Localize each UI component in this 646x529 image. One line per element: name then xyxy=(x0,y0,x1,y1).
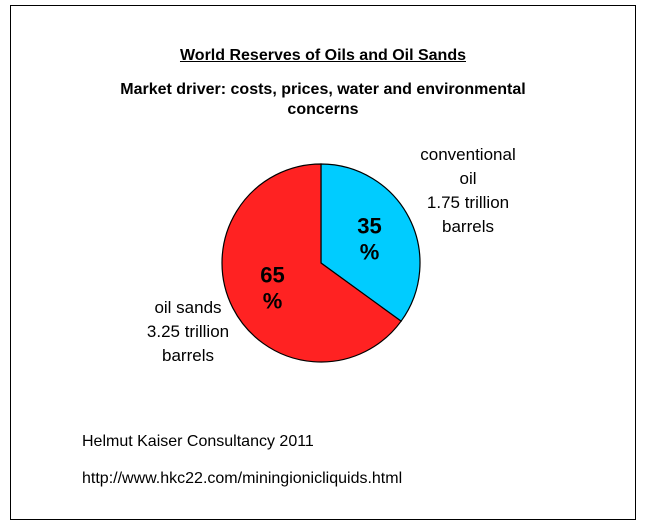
percent-label-oil-sands: 65% xyxy=(260,263,284,314)
chart-subtitle: Market driver: costs, prices, water and … xyxy=(120,81,526,118)
callout-conventional-oil: conventional oil 1.75 trillion barrels xyxy=(420,145,516,236)
percent-label-conventional-oil: 35% xyxy=(357,213,381,264)
pie-slice-oil-sands xyxy=(221,163,402,363)
footer-url: http://www.hkc22.com/miningionicliquids.… xyxy=(82,470,403,487)
callout-oil-sands: oil sands 3.25 trillion barrels xyxy=(146,298,230,365)
pie-slice-conventional-oil xyxy=(320,163,421,323)
footer-credit: Helmut Kaiser Consultancy 2011 xyxy=(82,433,314,450)
chart-title: World Reserves of Oils and Oil Sands xyxy=(179,47,466,64)
